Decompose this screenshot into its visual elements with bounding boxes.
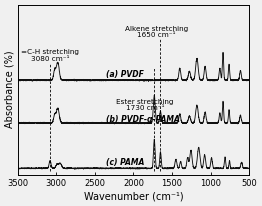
Text: (b) PVDF-g-PAMA: (b) PVDF-g-PAMA xyxy=(106,115,180,124)
Text: Alkene stretching
1650 cm⁻¹: Alkene stretching 1650 cm⁻¹ xyxy=(125,26,188,38)
X-axis label: Wavenumber (cm⁻¹): Wavenumber (cm⁻¹) xyxy=(84,191,183,201)
Text: =C-H stretching
3080 cm⁻¹: =C-H stretching 3080 cm⁻¹ xyxy=(21,49,79,62)
Text: Ester stretching
1730 cm⁻¹: Ester stretching 1730 cm⁻¹ xyxy=(116,99,174,111)
Text: (c) PAMA: (c) PAMA xyxy=(106,158,145,167)
Y-axis label: Absorbance (%): Absorbance (%) xyxy=(5,51,15,129)
Text: (a) PVDF: (a) PVDF xyxy=(106,70,144,79)
